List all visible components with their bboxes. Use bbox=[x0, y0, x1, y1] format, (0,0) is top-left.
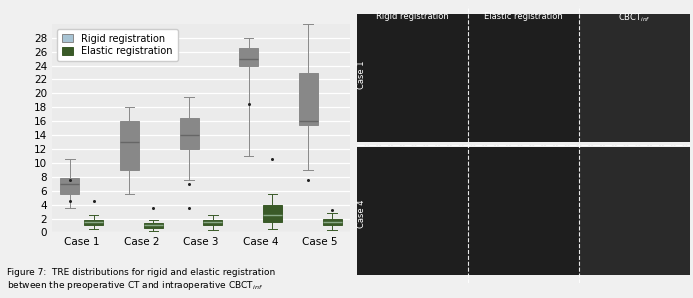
Bar bbox=[579, 14, 690, 142]
Bar bbox=[357, 147, 468, 275]
PathPatch shape bbox=[263, 205, 282, 222]
Bar bbox=[468, 147, 579, 275]
PathPatch shape bbox=[239, 48, 258, 66]
Text: Rigid registration: Rigid registration bbox=[376, 12, 448, 21]
Text: Case 1: Case 1 bbox=[358, 61, 367, 89]
Text: Case 4: Case 4 bbox=[358, 200, 367, 228]
Legend: Rigid registration, Elastic registration: Rigid registration, Elastic registration bbox=[57, 29, 177, 61]
PathPatch shape bbox=[60, 178, 80, 194]
Text: Elastic registration: Elastic registration bbox=[484, 12, 563, 21]
Bar bbox=[579, 147, 690, 275]
Bar bbox=[468, 14, 579, 142]
PathPatch shape bbox=[143, 224, 163, 228]
PathPatch shape bbox=[203, 220, 222, 226]
PathPatch shape bbox=[322, 218, 342, 226]
PathPatch shape bbox=[84, 220, 103, 226]
PathPatch shape bbox=[120, 121, 139, 170]
Text: Figure 7:  TRE distributions for rigid and elastic registration
between the preo: Figure 7: TRE distributions for rigid an… bbox=[7, 268, 275, 292]
PathPatch shape bbox=[179, 118, 199, 149]
PathPatch shape bbox=[299, 72, 318, 125]
Text: CBCT$_{inf}$: CBCT$_{inf}$ bbox=[617, 12, 651, 24]
Bar bbox=[357, 14, 468, 142]
